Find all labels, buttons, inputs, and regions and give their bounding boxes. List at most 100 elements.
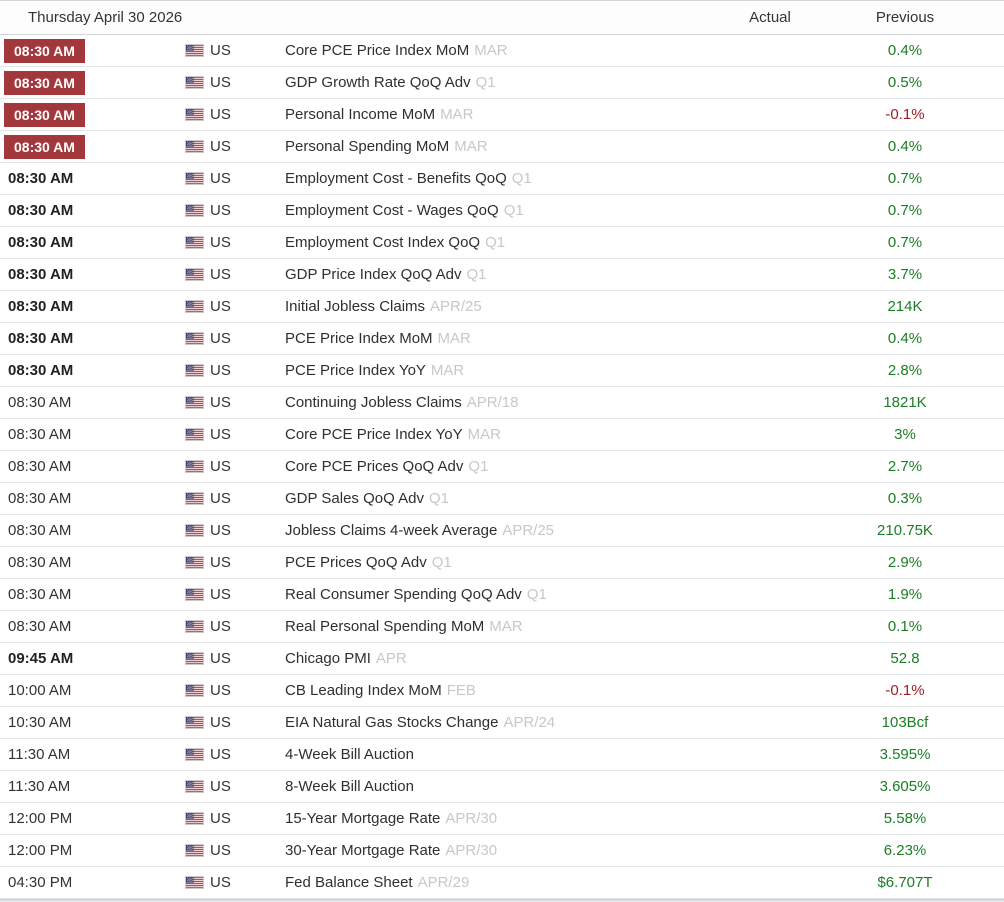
calendar-event-row[interactable]: 08:30 AM US GDP Price Index QoQ Adv Q1 3.… — [0, 259, 1004, 291]
event-reference-period: Q1 — [503, 202, 524, 219]
us-flag-icon — [185, 108, 204, 121]
us-flag-icon — [185, 492, 204, 505]
event-name[interactable]: GDP Growth Rate QoQ Adv — [285, 74, 471, 91]
event-name[interactable]: Fed Balance Sheet — [285, 874, 413, 891]
calendar-event-row[interactable]: 08:30 AM US Core PCE Price Index MoM MAR … — [0, 35, 1004, 67]
calendar-day-header: Thursday April 30 2026 Actual Previous — [0, 1, 1004, 35]
event-name[interactable]: PCE Prices QoQ Adv — [285, 554, 427, 571]
event-reference-period: Q1 — [428, 490, 449, 507]
previous-value: -0.1% — [885, 682, 925, 699]
previous-value: 214K — [887, 298, 923, 315]
event-name[interactable]: PCE Price Index YoY — [285, 362, 426, 379]
event-time: 08:30 AM — [4, 38, 85, 63]
previous-value: 2.9% — [887, 554, 923, 571]
event-name[interactable]: Core PCE Price Index MoM — [285, 42, 470, 59]
event-name[interactable]: Employment Cost - Benefits QoQ — [285, 170, 507, 187]
calendar-event-row[interactable]: 08:30 AM US Personal Income MoM MAR -0.1% — [0, 99, 1004, 131]
event-name[interactable]: EIA Natural Gas Stocks Change — [285, 714, 499, 731]
event-time: 08:30 AM — [8, 394, 72, 411]
event-name[interactable]: GDP Sales QoQ Adv — [285, 490, 424, 507]
country-label: US — [210, 650, 231, 667]
country-label: US — [210, 394, 231, 411]
event-name[interactable]: PCE Price Index MoM — [285, 330, 433, 347]
event-name[interactable]: Real Consumer Spending QoQ Adv — [285, 586, 522, 603]
event-name[interactable]: Employment Cost - Wages QoQ — [285, 202, 499, 219]
calendar-event-row[interactable]: 08:30 AM US Real Personal Spending MoM MA… — [0, 611, 1004, 643]
us-flag-icon — [185, 620, 204, 633]
calendar-event-row[interactable]: 12:00 PM US 15-Year Mortgage Rate APR/30 … — [0, 803, 1004, 835]
country-label: US — [210, 746, 231, 763]
us-flag-icon — [185, 780, 204, 793]
us-flag-icon — [185, 684, 204, 697]
country-label: US — [210, 842, 231, 859]
calendar-event-row[interactable]: 12:00 PM US 30-Year Mortgage Rate APR/30 … — [0, 835, 1004, 867]
country-label: US — [210, 42, 231, 59]
event-reference-period: Q1 — [475, 74, 496, 91]
country-label: US — [210, 778, 231, 795]
event-name[interactable]: 4-Week Bill Auction — [285, 746, 414, 763]
event-name[interactable]: Real Personal Spending MoM — [285, 618, 485, 635]
us-flag-icon — [185, 748, 204, 761]
event-name[interactable]: GDP Price Index QoQ Adv — [285, 266, 462, 283]
event-name[interactable]: Chicago PMI — [285, 650, 371, 667]
event-reference-period: MAR — [489, 618, 523, 635]
event-name[interactable]: 8-Week Bill Auction — [285, 778, 414, 795]
country-label: US — [210, 682, 231, 699]
calendar-event-row[interactable]: 11:30 AM US 8-Week Bill Auction 3.605% — [0, 771, 1004, 803]
event-name[interactable]: Employment Cost Index QoQ — [285, 234, 481, 251]
event-name[interactable]: Initial Jobless Claims — [285, 298, 426, 315]
calendar-rows: 08:30 AM US Core PCE Price Index MoM MAR … — [0, 35, 1004, 899]
calendar-event-row[interactable]: 08:30 AM US PCE Prices QoQ Adv Q1 2.9% — [0, 547, 1004, 579]
country-label: US — [210, 202, 231, 219]
event-name[interactable]: Continuing Jobless Claims — [285, 394, 462, 411]
calendar-event-row[interactable]: 08:30 AM US Core PCE Prices QoQ Adv Q1 2.… — [0, 451, 1004, 483]
event-reference-period: APR — [375, 650, 407, 667]
event-name[interactable]: CB Leading Index MoM — [285, 682, 442, 699]
calendar-event-row[interactable]: 08:30 AM US GDP Growth Rate QoQ Adv Q1 0.… — [0, 67, 1004, 99]
country-label: US — [210, 234, 231, 251]
calendar-event-row[interactable]: 10:30 AM US EIA Natural Gas Stocks Chang… — [0, 707, 1004, 739]
calendar-event-row[interactable]: 10:00 AM US CB Leading Index MoM FEB -0.1… — [0, 675, 1004, 707]
event-time: 08:30 AM — [8, 458, 72, 475]
previous-value: 1821K — [883, 394, 927, 411]
calendar-event-row[interactable]: 11:30 AM US 4-Week Bill Auction 3.595% — [0, 739, 1004, 771]
event-reference-period: Q1 — [511, 170, 532, 187]
event-time: 08:30 AM — [8, 234, 74, 251]
event-reference-period: APR/25 — [502, 522, 555, 539]
calendar-event-row[interactable]: 09:45 AM US Chicago PMI APR 52.8 — [0, 643, 1004, 675]
calendar-event-row[interactable]: 08:30 AM US Continuing Jobless Claims APR… — [0, 387, 1004, 419]
country-label: US — [210, 74, 231, 91]
event-name[interactable]: Personal Spending MoM — [285, 138, 450, 155]
us-flag-icon — [185, 524, 204, 537]
calendar-event-row[interactable]: 08:30 AM US Employment Cost - Wages QoQ Q… — [0, 195, 1004, 227]
event-name[interactable]: Core PCE Price Index YoY — [285, 426, 463, 443]
event-reference-period: MAR — [437, 330, 471, 347]
calendar-event-row[interactable]: 08:30 AM US GDP Sales QoQ Adv Q1 0.3% — [0, 483, 1004, 515]
event-name[interactable]: Core PCE Prices QoQ Adv — [285, 458, 464, 475]
calendar-event-row[interactable]: 08:30 AM US Real Consumer Spending QoQ A… — [0, 579, 1004, 611]
us-flag-icon — [185, 428, 204, 441]
event-name[interactable]: 15-Year Mortgage Rate — [285, 810, 441, 827]
us-flag-icon — [185, 300, 204, 313]
country-label: US — [210, 714, 231, 731]
calendar-event-row[interactable]: 08:30 AM US Jobless Claims 4-week Averag… — [0, 515, 1004, 547]
event-time: 08:30 AM — [8, 522, 72, 539]
calendar-event-row[interactable]: 08:30 AM US Core PCE Price Index YoY MAR … — [0, 419, 1004, 451]
event-name[interactable]: 30-Year Mortgage Rate — [285, 842, 441, 859]
calendar-event-row[interactable]: 08:30 AM US PCE Price Index MoM MAR 0.4% — [0, 323, 1004, 355]
calendar-event-row[interactable]: 08:30 AM US Personal Spending MoM MAR 0.4… — [0, 131, 1004, 163]
calendar-event-row[interactable]: 08:30 AM US PCE Price Index YoY MAR 2.8% — [0, 355, 1004, 387]
calendar-event-row[interactable]: 08:30 AM US Initial Jobless Claims APR/25… — [0, 291, 1004, 323]
calendar-event-row[interactable]: 08:30 AM US Employment Cost Index QoQ Q1 … — [0, 227, 1004, 259]
us-flag-icon — [185, 716, 204, 729]
calendar-event-row[interactable]: 08:30 AM US Employment Cost - Benefits Q… — [0, 163, 1004, 195]
previous-value: 2.8% — [887, 362, 923, 379]
us-flag-icon — [185, 876, 204, 889]
event-name[interactable]: Jobless Claims 4-week Average — [285, 522, 498, 539]
calendar-event-row[interactable]: 04:30 PM US Fed Balance Sheet APR/29 $6.7… — [0, 867, 1004, 899]
previous-value: 103Bcf — [881, 714, 929, 731]
previous-column-header: Previous — [875, 9, 935, 26]
previous-value: 3% — [894, 426, 916, 443]
event-name[interactable]: Personal Income MoM — [285, 106, 436, 123]
previous-value: 3.7% — [887, 266, 923, 283]
